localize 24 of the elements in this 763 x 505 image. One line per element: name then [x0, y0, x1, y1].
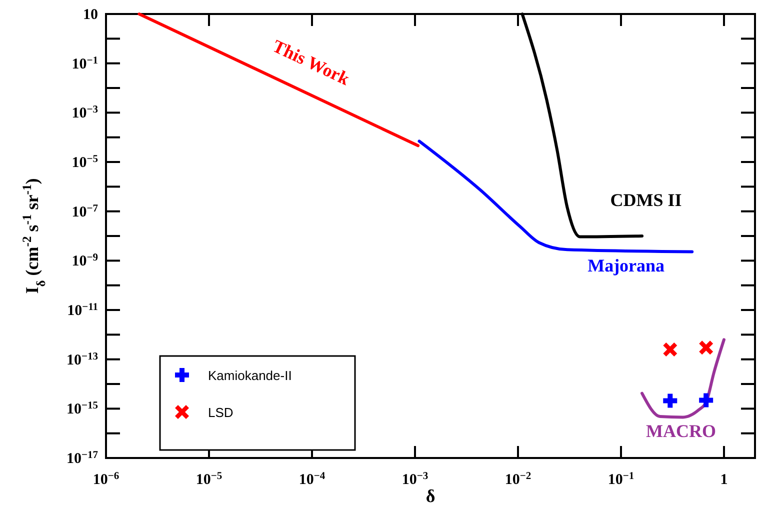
y-tick-label: 10$^{−11}$: [67, 302, 98, 319]
y-tick-label: 10$^{−7}$: [72, 202, 98, 220]
y-tick-label: 10$^{−5}$: [72, 154, 98, 171]
x-tick-label: 10$^{−1}$: [608, 470, 634, 488]
y-tick-label: 10$^{−13}$: [66, 350, 98, 368]
y-tick-label: 10$^{−17}$: [66, 450, 98, 467]
x-axis-title: δ: [426, 486, 436, 505]
text: This Work: [270, 36, 353, 89]
x-tick-label: 10$^{−2}$: [504, 470, 532, 488]
series-label: CDMS II: [610, 190, 682, 210]
y-tick-label: 10: [83, 7, 98, 23]
series-label: MACRO: [646, 421, 716, 442]
y-tick-label: 10$^{−1}$: [72, 54, 98, 72]
x-tick-label: 1: [720, 472, 728, 488]
legend-label: Kamiokande-II: [208, 368, 292, 383]
legend-label: LSD: [208, 405, 234, 420]
x-tick-label: 10$^{−3}$: [402, 470, 428, 488]
x-tick-label: 10$^{−6}$: [92, 470, 120, 488]
x-tick-label: 10$^{−4}$: [298, 470, 326, 488]
y-tick-label: 10$^{−3}$: [72, 104, 98, 122]
y-tick-label: 10$^{−15}$: [66, 400, 98, 418]
series-label: Majorana: [588, 256, 665, 276]
x-tick-label: 10$^{−5}$: [196, 470, 222, 488]
y-tick-label: 10$^{−9}$: [72, 252, 98, 270]
